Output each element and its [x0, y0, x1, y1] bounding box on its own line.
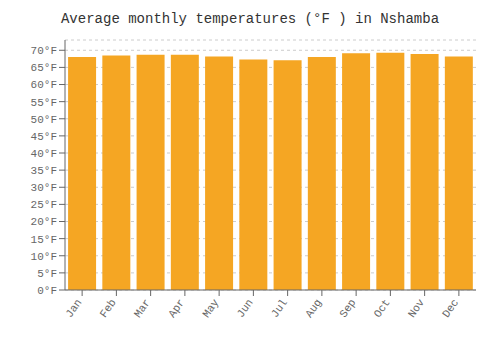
svg-text:Feb: Feb [98, 297, 119, 320]
svg-text:Oct: Oct [372, 297, 393, 320]
svg-text:Nov: Nov [406, 297, 427, 320]
svg-text:25°F: 25°F [31, 199, 57, 211]
svg-text:Aug: Aug [303, 297, 324, 320]
svg-text:40°F: 40°F [31, 148, 57, 160]
svg-text:45°F: 45°F [31, 131, 57, 143]
svg-text:35°F: 35°F [31, 165, 57, 177]
svg-text:Apr: Apr [166, 297, 187, 320]
svg-text:5°F: 5°F [37, 268, 57, 280]
svg-text:Mar: Mar [132, 297, 153, 320]
svg-text:30°F: 30°F [31, 182, 57, 194]
svg-text:50°F: 50°F [31, 114, 57, 126]
svg-text:Jun: Jun [235, 297, 256, 320]
svg-text:10°F: 10°F [31, 251, 57, 263]
svg-text:15°F: 15°F [31, 234, 57, 246]
svg-text:Jul: Jul [269, 297, 290, 320]
svg-text:0°F: 0°F [37, 285, 57, 297]
svg-text:20°F: 20°F [31, 216, 57, 228]
svg-text:Sep: Sep [337, 297, 358, 320]
svg-text:Jan: Jan [63, 297, 84, 320]
svg-text:60°F: 60°F [31, 79, 57, 91]
html-text:Average monthly temperatures (: Average monthly temperatures (°F ) in Ns… [61, 11, 439, 27]
svg-text:55°F: 55°F [31, 97, 57, 109]
svg-text:65°F: 65°F [31, 62, 57, 74]
svg-text:May: May [200, 297, 221, 320]
svg-text:Dec: Dec [440, 297, 461, 320]
svg-text:70°F: 70°F [31, 45, 57, 57]
